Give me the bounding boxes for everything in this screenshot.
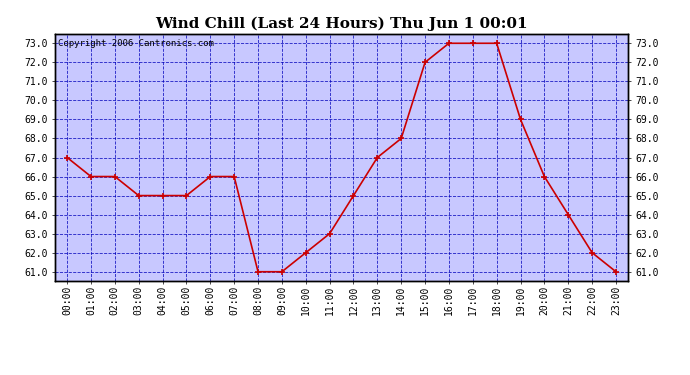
Title: Wind Chill (Last 24 Hours) Thu Jun 1 00:01: Wind Chill (Last 24 Hours) Thu Jun 1 00:… [155, 17, 528, 31]
Text: Copyright 2006 Cantronics.com: Copyright 2006 Cantronics.com [58, 39, 214, 48]
